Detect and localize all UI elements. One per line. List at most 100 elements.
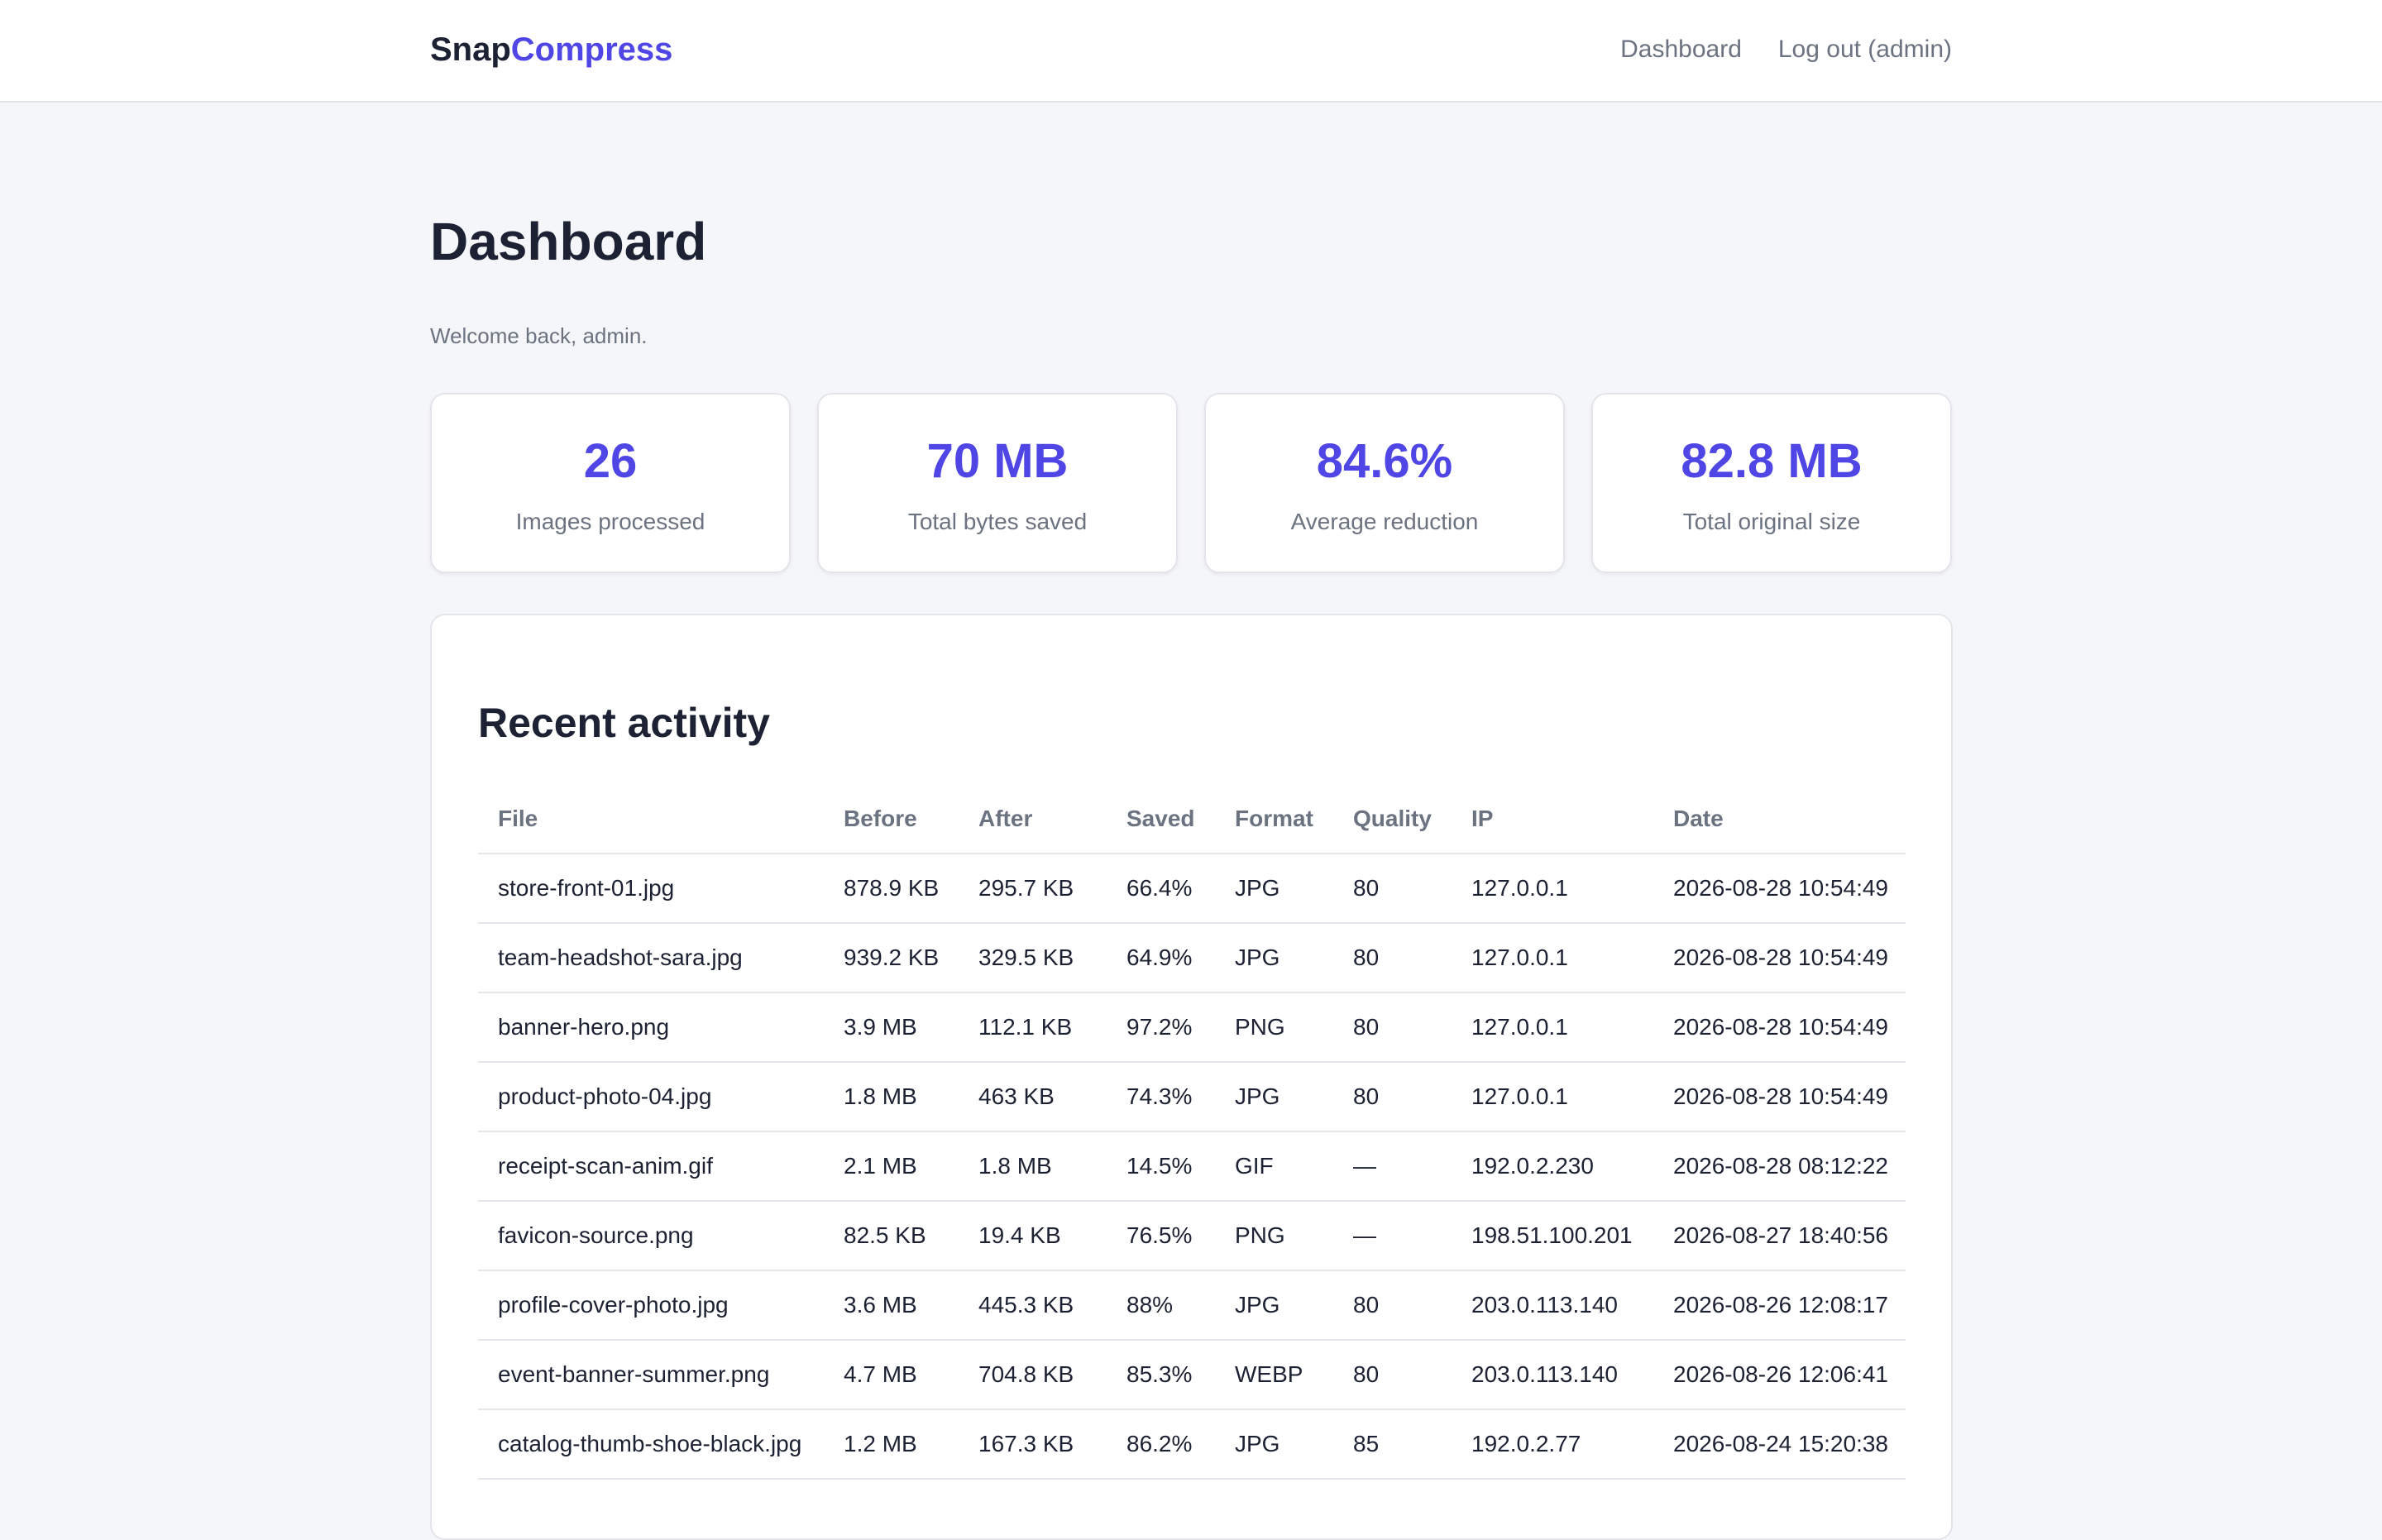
page-title: Dashboard [430,212,707,271]
cell-before: 3.9 MB [824,992,959,1063]
table-row: profile-cover-photo.jpg 3.6 MB 445.3 KB 88%… [478,1270,1906,1341]
table-row: banner-hero.png 3.9 MB 112.1 KB 97.2% PNG 80 1… [478,992,1906,1063]
cell-before: 1.2 MB [824,1409,959,1480]
table-header-row: File Before After Saved Format Quality I… [478,784,1906,854]
nav-logout-link[interactable]: Log out (admin) [1777,36,1952,63]
cell-date: 2026-08-27 18:40:56 [1653,1201,1906,1271]
cell-file: catalog-thumb-shoe-black.jpg [478,1409,824,1480]
cell-saved: 64.9% [1107,923,1215,993]
cell-before: 4.7 MB [824,1340,959,1410]
table-row: favicon-source.png 82.5 KB 19.4 KB 76.5% PNG… [478,1201,1906,1271]
cell-ip: 203.0.113.140 [1452,1270,1653,1341]
cell-quality: 80 [1333,1270,1452,1341]
cell-before: 2.1 MB [824,1131,959,1202]
cell-file: profile-cover-photo.jpg [478,1270,824,1341]
table-row: event-banner-summer.png 4.7 MB 704.8 KB 85.… [478,1340,1906,1410]
cell-saved: 74.3% [1107,1062,1215,1132]
stat-label: Images processed [515,509,706,534]
cell-date: 2026-08-28 10:54:49 [1653,923,1906,993]
cell-date: 2026-08-28 10:54:49 [1653,992,1906,1063]
cell-saved: 86.2% [1107,1409,1215,1480]
nav-dashboard-link[interactable]: Dashboard [1620,36,1742,63]
cell-quality: 80 [1333,992,1452,1063]
brand-name-part1: Snap [430,31,511,68]
cell-after: 445.3 KB [959,1270,1107,1341]
stat-card-images-processed: 26 Images processed [430,393,791,573]
cell-format: WEBP [1215,1340,1333,1410]
stat-card-average-reduction: 84.6% Average reduction [1204,393,1565,573]
cell-date: 2026-08-28 08:12:22 [1653,1131,1906,1202]
cell-saved: 76.5% [1107,1201,1215,1271]
cell-quality: 80 [1333,854,1452,924]
cell-saved: 97.2% [1107,992,1215,1063]
table-row: product-photo-04.jpg 1.8 MB 463 KB 74.3% JPG… [478,1062,1906,1132]
cell-format: GIF [1215,1131,1333,1202]
recent-activity-panel: Recent activity File Before After Saved … [430,614,1953,1540]
cell-file: event-banner-summer.png [478,1340,824,1410]
cell-quality: 80 [1333,923,1452,993]
activity-table-body: store-front-01.jpg 878.9 KB 295.7 KB 66.4% J… [478,854,1906,1480]
cell-format: JPG [1215,1270,1333,1341]
stat-value: 82.8 MB [1681,434,1863,488]
cell-saved: 88% [1107,1270,1215,1341]
cell-date: 2026-08-26 12:06:41 [1653,1340,1906,1410]
table-row: receipt-scan-anim.gif 2.1 MB 1.8 MB 14.5% GI… [478,1131,1906,1202]
cell-ip: 127.0.0.1 [1452,854,1653,924]
brand-logo[interactable]: SnapCompress [430,30,672,69]
cell-ip: 192.0.2.77 [1452,1409,1653,1480]
cell-ip: 203.0.113.140 [1452,1340,1653,1410]
cell-format: JPG [1215,1062,1333,1132]
table-row: team-headshot-sara.jpg 939.2 KB 329.5 KB 64… [478,923,1906,993]
cell-file: favicon-source.png [478,1201,824,1271]
column-header-ip: IP [1452,784,1653,854]
top-navbar: SnapCompress Dashboard Log out (admin) [0,0,2382,103]
cell-date: 2026-08-28 10:54:49 [1653,854,1906,924]
recent-activity-title: Recent activity [478,700,770,746]
cell-quality: — [1333,1131,1452,1202]
stat-value: 26 [583,434,638,488]
cell-file: store-front-01.jpg [478,854,824,924]
cell-before: 1.8 MB [824,1062,959,1132]
cell-before: 82.5 KB [824,1201,959,1271]
stat-value: 70 MB [926,434,1069,488]
cell-after: 1.8 MB [959,1131,1107,1202]
cell-file: banner-hero.png [478,992,824,1063]
column-header-after: After [959,784,1107,854]
stat-label: Total original size [1682,509,1861,534]
column-header-quality: Quality [1333,784,1452,854]
cell-quality: 80 [1333,1340,1452,1410]
cell-after: 329.5 KB [959,923,1107,993]
cell-saved: 66.4% [1107,854,1215,924]
stat-label: Average reduction [1290,509,1479,534]
main-nav: Dashboard Log out (admin) [1620,33,1952,66]
cell-quality: — [1333,1201,1452,1271]
cell-after: 112.1 KB [959,992,1107,1063]
stat-label: Total bytes saved [907,509,1088,534]
cell-ip: 127.0.0.1 [1452,1062,1653,1132]
cell-before: 878.9 KB [824,854,959,924]
cell-ip: 127.0.0.1 [1452,992,1653,1063]
column-header-format: Format [1215,784,1333,854]
brand-name-part2: Compress [510,31,673,68]
cell-quality: 85 [1333,1409,1452,1480]
cell-date: 2026-08-24 15:20:38 [1653,1409,1906,1480]
welcome-message: Welcome back, admin. [430,323,648,348]
cell-file: product-photo-04.jpg [478,1062,824,1132]
cell-ip: 198.51.100.201 [1452,1201,1653,1271]
cell-before: 3.6 MB [824,1270,959,1341]
column-header-date: Date [1653,784,1906,854]
column-header-before: Before [824,784,959,854]
column-header-saved: Saved [1107,784,1215,854]
stat-value: 84.6% [1316,434,1453,488]
cell-format: JPG [1215,1409,1333,1480]
column-header-file: File [478,784,824,854]
cell-saved: 14.5% [1107,1131,1215,1202]
cell-after: 167.3 KB [959,1409,1107,1480]
activity-table: File Before After Saved Format Quality I… [478,784,1906,1480]
cell-quality: 80 [1333,1062,1452,1132]
cell-date: 2026-08-26 12:08:17 [1653,1270,1906,1341]
stat-card-bytes-saved: 70 MB Total bytes saved [817,393,1178,573]
cell-saved: 85.3% [1107,1340,1215,1410]
stat-card-original-size: 82.8 MB Total original size [1591,393,1952,573]
cell-ip: 192.0.2.230 [1452,1131,1653,1202]
